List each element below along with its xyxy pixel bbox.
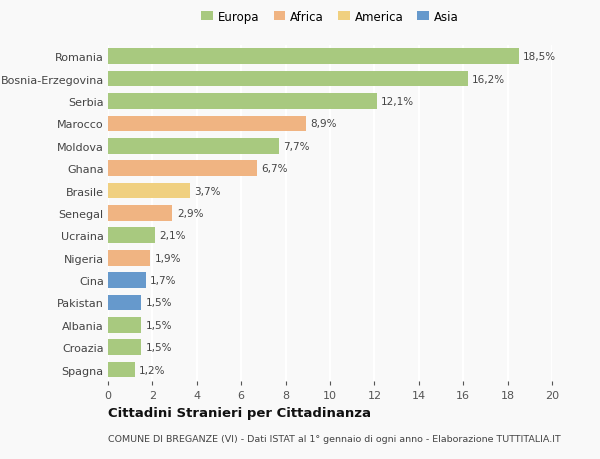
Bar — [108, 139, 279, 154]
Bar — [108, 161, 257, 177]
Text: 1,5%: 1,5% — [146, 298, 172, 308]
Text: 1,5%: 1,5% — [146, 320, 172, 330]
Bar — [108, 228, 155, 244]
Text: 1,9%: 1,9% — [155, 253, 181, 263]
Bar — [108, 94, 377, 110]
Text: 12,1%: 12,1% — [381, 97, 414, 107]
Bar — [108, 250, 150, 266]
Text: Cittadini Stranieri per Cittadinanza: Cittadini Stranieri per Cittadinanza — [108, 406, 371, 419]
Bar — [108, 317, 142, 333]
Bar — [108, 183, 190, 199]
Bar — [108, 49, 519, 65]
Text: 1,7%: 1,7% — [150, 275, 176, 285]
Text: 1,2%: 1,2% — [139, 365, 166, 375]
Bar — [108, 206, 172, 221]
Text: 3,7%: 3,7% — [194, 186, 221, 196]
Bar — [108, 72, 467, 87]
Legend: Europa, Africa, America, Asia: Europa, Africa, America, Asia — [202, 11, 458, 23]
Text: COMUNE DI BREGANZE (VI) - Dati ISTAT al 1° gennaio di ogni anno - Elaborazione T: COMUNE DI BREGANZE (VI) - Dati ISTAT al … — [108, 434, 561, 443]
Text: 1,5%: 1,5% — [146, 342, 172, 353]
Bar — [108, 295, 142, 311]
Text: 2,9%: 2,9% — [177, 208, 203, 218]
Bar — [108, 273, 146, 288]
Bar — [108, 340, 142, 355]
Bar — [108, 116, 305, 132]
Text: 18,5%: 18,5% — [523, 52, 556, 62]
Text: 8,9%: 8,9% — [310, 119, 337, 129]
Text: 7,7%: 7,7% — [283, 141, 310, 151]
Text: 2,1%: 2,1% — [159, 231, 185, 241]
Bar — [108, 362, 134, 378]
Text: 6,7%: 6,7% — [261, 164, 287, 174]
Text: 16,2%: 16,2% — [472, 74, 505, 84]
